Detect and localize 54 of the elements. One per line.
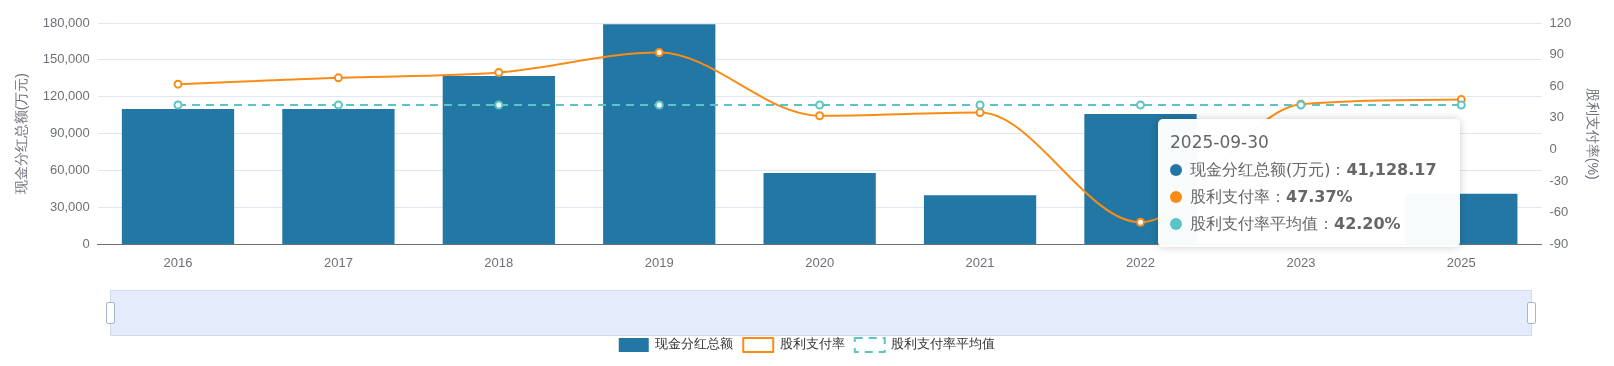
y-tick-label: 0 (82, 235, 90, 251)
bar (763, 173, 876, 244)
bar (121, 109, 235, 244)
point (654, 100, 664, 110)
legend-label: 股利支付率 (779, 336, 845, 352)
y-tick-label: 90,000 (50, 125, 90, 141)
x-tick-label: 2019 (644, 254, 674, 270)
bar (923, 195, 1037, 244)
point (333, 73, 343, 83)
point (815, 111, 825, 121)
y2-tick-label: 60 (1549, 77, 1564, 93)
point (494, 100, 504, 110)
y2-tick-label: -60 (1549, 204, 1569, 220)
y2-tick-label: 90 (1549, 46, 1564, 62)
point (975, 108, 985, 118)
y2-tick-label: 120 (1549, 14, 1572, 30)
annotation: 现金分红总额(万元)：41,128.17 (1190, 160, 1437, 179)
y2-tick-label: -30 (1549, 172, 1569, 188)
y2-tick-label: 30 (1549, 109, 1564, 125)
y-tick-label: 120,000 (42, 88, 90, 104)
x-tick-label: 2016 (163, 254, 193, 270)
y-tick-label: 60,000 (50, 162, 90, 178)
x-tick-label: 2022 (1126, 254, 1155, 270)
bar (603, 24, 716, 244)
x-tick-label: 2020 (805, 254, 835, 270)
x-tick-label: 2025 (1446, 254, 1476, 270)
y-tick-label: 30,000 (50, 199, 90, 215)
annotation: 股利支付率：47.37% (1190, 187, 1353, 206)
bar (282, 109, 395, 244)
point (1456, 100, 1466, 110)
bar (442, 75, 555, 244)
y2-axis-title: 股利支付率(%) (1584, 87, 1601, 180)
legend-label: 现金分红总额 (655, 336, 734, 352)
point (1135, 100, 1145, 110)
legend-label: 股利支付率平均值 (891, 336, 996, 352)
x-tick-label: 2021 (965, 254, 995, 270)
x-tick-label: 2017 (323, 254, 353, 270)
point (1135, 217, 1145, 227)
point (815, 100, 825, 110)
annotation: 2025-09-30 (1170, 131, 1270, 154)
point (494, 68, 504, 78)
annotation: 股利支付率平均值：42.20% (1190, 214, 1401, 233)
point (654, 48, 664, 58)
y2-tick-label: -90 (1549, 235, 1569, 251)
point (173, 100, 183, 110)
point (333, 100, 343, 110)
y-tick-label: 150,000 (42, 51, 90, 67)
point (173, 79, 183, 89)
y2-tick-label: 0 (1549, 141, 1557, 157)
x-tick-label: 2018 (484, 254, 514, 270)
y-tick-label: 180,000 (42, 14, 90, 30)
point (975, 100, 985, 110)
x-tick-label: 2023 (1286, 254, 1316, 270)
y-axis-title: 现金分红总额(万元) (13, 73, 30, 195)
